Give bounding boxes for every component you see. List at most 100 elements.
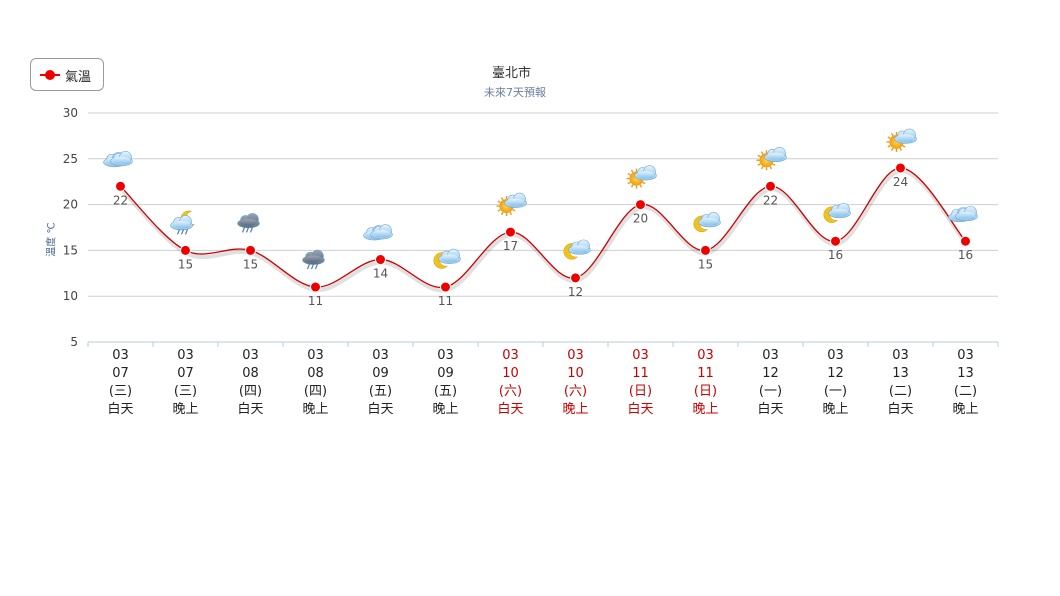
x-tick-label: 白天 xyxy=(237,401,263,417)
data-label: 12 xyxy=(568,285,583,299)
x-tick-label: 12 xyxy=(827,366,844,381)
x-tick-label: 晚上 xyxy=(952,402,978,417)
x-tick-label: 07 xyxy=(112,366,129,381)
x-tick-label: 03 xyxy=(892,348,909,363)
moon-cloud-icon xyxy=(823,202,851,223)
rain-icon xyxy=(302,249,325,270)
x-tick-label: 12 xyxy=(762,366,779,381)
x-tick-label: 白天 xyxy=(367,401,393,417)
y-tick-label: 15 xyxy=(63,243,78,257)
data-point xyxy=(115,180,126,192)
data-label: 24 xyxy=(893,175,908,189)
data-label: 15 xyxy=(178,257,193,271)
x-tick-label: (日) xyxy=(629,384,652,399)
x-tick-label: 03 xyxy=(437,348,454,363)
x-tick-label: 03 xyxy=(502,348,519,363)
data-point xyxy=(245,244,256,256)
sun-cloud-icon xyxy=(886,128,917,152)
x-tick-label: 03 xyxy=(567,348,584,363)
data-point xyxy=(570,272,581,284)
sun-cloud-icon xyxy=(496,192,527,217)
data-point xyxy=(310,281,321,293)
x-tick-label: 晚上 xyxy=(562,402,588,417)
legend-marker-icon xyxy=(45,70,55,80)
x-tick-label: 07 xyxy=(177,366,194,381)
data-point xyxy=(700,244,711,256)
x-tick-label: (一) xyxy=(759,384,782,399)
x-tick-label: 白天 xyxy=(107,401,133,417)
data-point xyxy=(440,281,451,293)
cloudy-icon xyxy=(363,224,393,241)
data-point xyxy=(635,199,646,211)
x-tick-label: (六) xyxy=(564,384,587,399)
data-label: 15 xyxy=(698,257,713,271)
x-tick-label: (三) xyxy=(109,384,132,399)
x-tick-label: 03 xyxy=(242,348,259,363)
data-label: 15 xyxy=(243,257,258,271)
y-tick-label: 25 xyxy=(63,152,78,166)
x-tick-label: 09 xyxy=(372,366,389,381)
x-tick-label: 03 xyxy=(307,348,324,363)
cloudy-icon xyxy=(103,150,133,168)
x-tick-label: 03 xyxy=(762,348,779,363)
x-tick-label: (二) xyxy=(954,384,977,399)
moon-cloud-icon xyxy=(693,212,721,233)
x-tick-label: (日) xyxy=(694,384,717,399)
moon-cloud-icon xyxy=(563,239,591,260)
x-tick-label: 白天 xyxy=(887,401,913,417)
x-tick-label: 晚上 xyxy=(302,402,328,417)
x-tick-label: 晚上 xyxy=(172,402,198,417)
series-line-shadow xyxy=(120,168,969,293)
data-point xyxy=(180,244,191,256)
x-tick-label: 晚上 xyxy=(822,402,848,417)
x-tick-label: 11 xyxy=(697,366,714,381)
legend-label: 氣溫 xyxy=(65,70,92,85)
x-tick-label: 09 xyxy=(437,366,454,381)
x-tick-label: 03 xyxy=(177,348,194,363)
x-tick-label: 03 xyxy=(372,348,389,363)
legend[interactable]: 氣溫 xyxy=(30,58,104,91)
x-tick-label: (二) xyxy=(889,384,912,399)
y-tick-label: 10 xyxy=(63,289,78,303)
data-point xyxy=(505,226,516,238)
x-tick-label: 03 xyxy=(827,348,844,363)
x-tick-label: 11 xyxy=(632,366,649,381)
rain-icon xyxy=(237,213,260,233)
chart-title: 臺北市 xyxy=(491,66,531,81)
data-label: 17 xyxy=(503,239,518,253)
cloudy-icon xyxy=(948,205,978,223)
night-rain-icon xyxy=(170,210,196,235)
data-label: 11 xyxy=(308,294,323,308)
data-label: 16 xyxy=(958,248,973,262)
sun-cloud-icon xyxy=(626,165,657,189)
data-point xyxy=(375,254,386,266)
x-tick-label: 03 xyxy=(632,348,649,363)
x-tick-label: (五) xyxy=(434,384,457,399)
x-tick-label: 03 xyxy=(697,348,714,363)
y-axis-label: 溫度 ℃ xyxy=(46,222,58,257)
data-point xyxy=(895,162,906,174)
x-tick-label: 03 xyxy=(112,348,129,363)
data-label: 11 xyxy=(438,294,453,308)
x-tick-label: 晚上 xyxy=(432,402,458,417)
data-point xyxy=(765,180,776,192)
data-label: 20 xyxy=(633,212,648,226)
y-tick-label: 20 xyxy=(63,198,78,212)
x-tick-label: 10 xyxy=(502,366,519,381)
x-tick-label: 白天 xyxy=(627,401,653,417)
moon-cloud-icon xyxy=(433,248,461,269)
x-tick-label: (四) xyxy=(304,384,327,399)
x-tick-label: 13 xyxy=(892,366,909,381)
x-tick-label: 10 xyxy=(567,366,584,381)
x-tick-label: 03 xyxy=(957,348,974,363)
x-tick-label: (四) xyxy=(239,384,262,399)
data-point xyxy=(830,235,841,247)
x-tick-label: 08 xyxy=(242,366,259,381)
x-tick-label: (三) xyxy=(174,384,197,399)
x-tick-label: 白天 xyxy=(497,401,523,417)
x-tick-label: (五) xyxy=(369,384,392,399)
data-label: 22 xyxy=(113,193,128,207)
sun-cloud-icon xyxy=(756,146,787,171)
data-label: 16 xyxy=(828,248,843,262)
